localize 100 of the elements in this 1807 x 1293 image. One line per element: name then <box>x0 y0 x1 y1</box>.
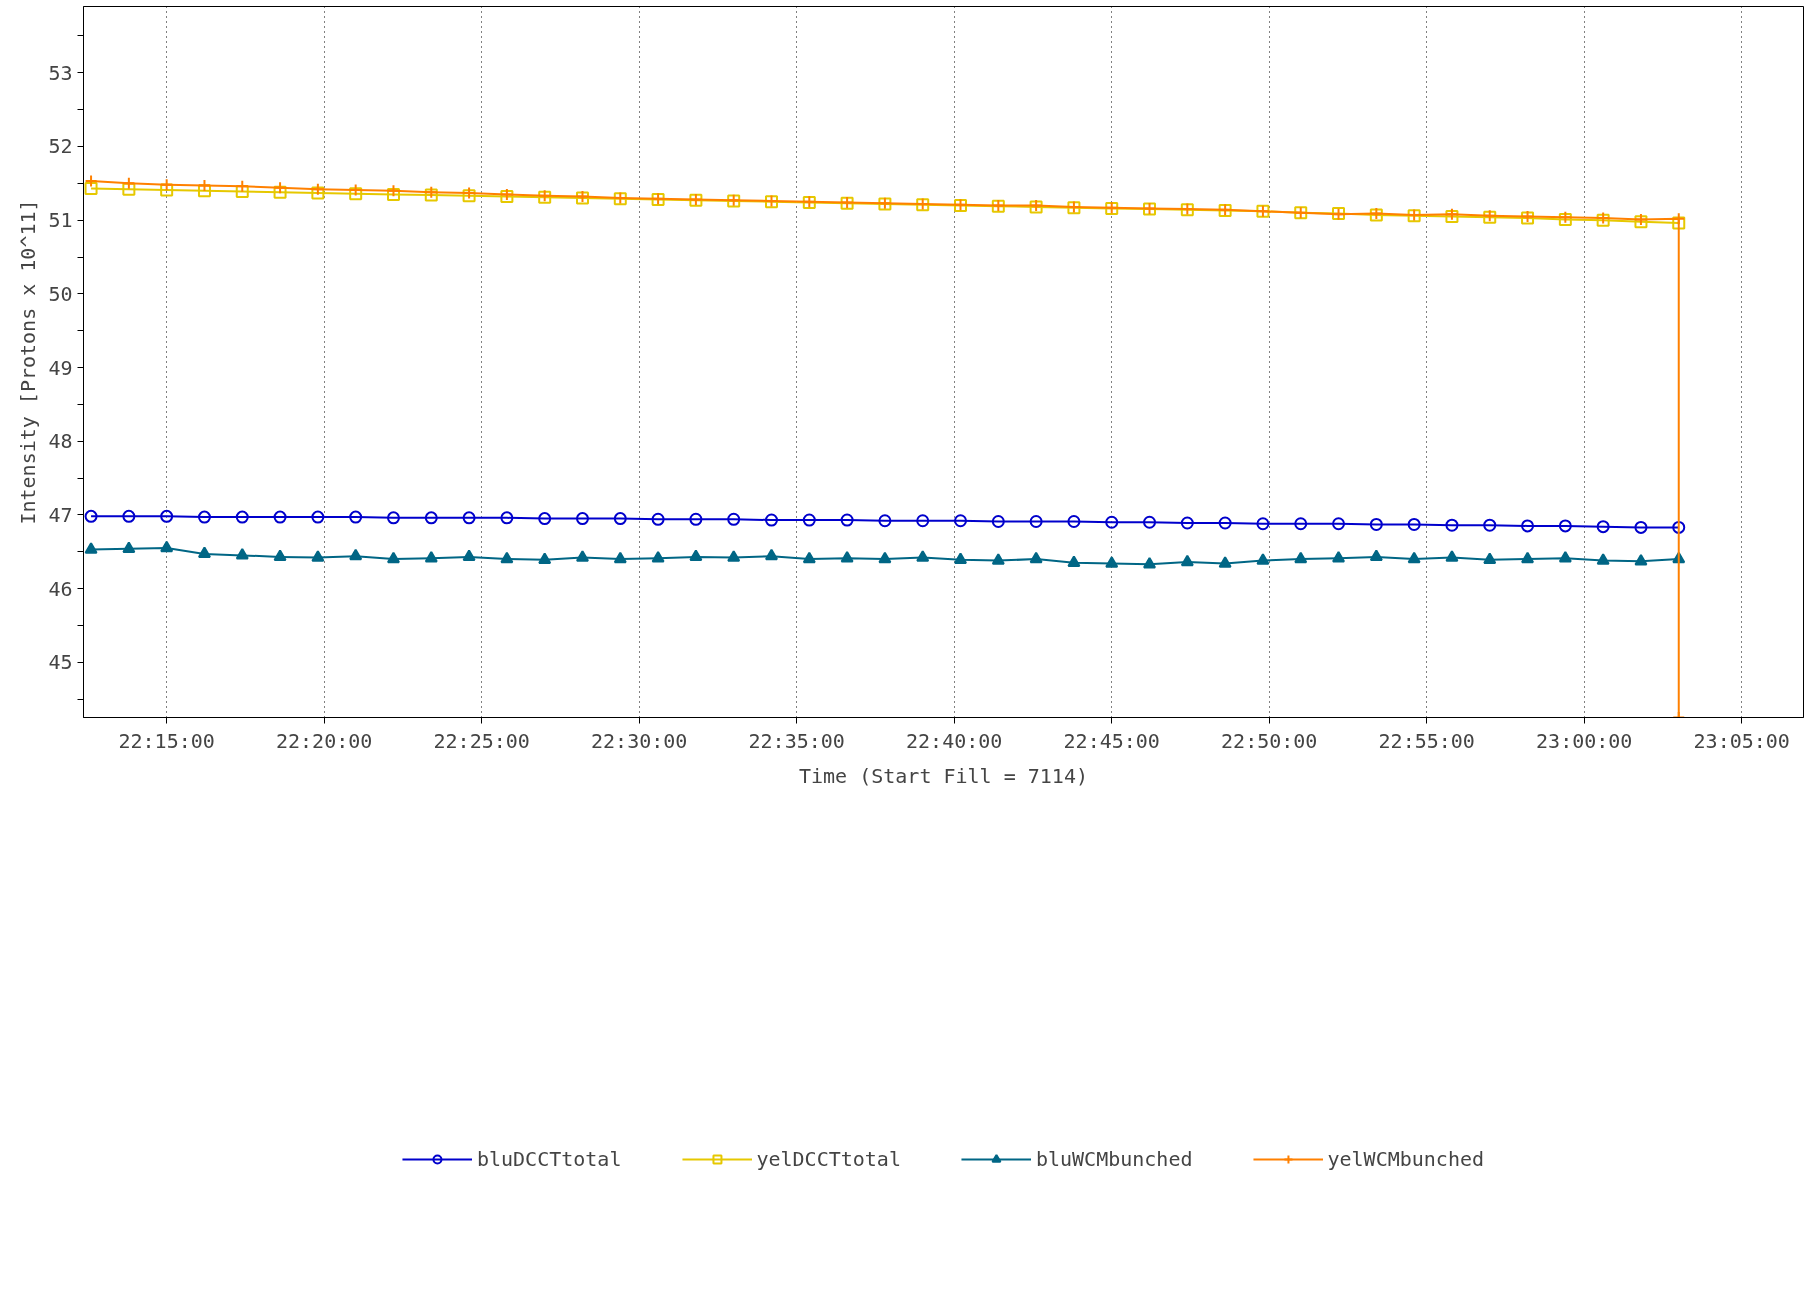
point <box>235 179 249 193</box>
point <box>954 552 968 564</box>
y-tick-label: 50 <box>48 281 73 306</box>
point <box>1483 552 1497 564</box>
point <box>349 548 363 561</box>
point <box>197 179 211 193</box>
point <box>575 512 589 526</box>
point <box>840 513 854 527</box>
legend-label: yelDCCTtotal <box>756 1147 901 1171</box>
point <box>651 551 665 563</box>
point <box>462 511 476 525</box>
point <box>84 174 98 188</box>
y-tick-label: 53 <box>48 60 73 85</box>
x-tick-label: 22:30:00 <box>591 728 688 753</box>
point <box>1558 551 1572 563</box>
y-axis-title: Intensity [Protons x 10^11] <box>16 199 41 525</box>
x-tick-label: 22:35:00 <box>748 728 845 753</box>
point <box>235 510 249 524</box>
point <box>802 551 816 564</box>
point <box>1521 519 1535 533</box>
point <box>1105 556 1119 568</box>
point <box>1596 553 1610 565</box>
point <box>689 549 703 562</box>
point <box>424 551 438 563</box>
point <box>349 187 363 201</box>
x-tick-label: 22:40:00 <box>906 728 1003 753</box>
point <box>1483 518 1497 532</box>
point <box>1029 551 1043 564</box>
point <box>424 511 438 525</box>
point <box>1369 517 1383 531</box>
legend-label: bluDCCTtotal <box>476 1147 622 1171</box>
point <box>765 513 778 527</box>
x-tick-label: 22:45:00 <box>1063 728 1160 753</box>
x-tick-label: 22:15:00 <box>118 728 215 753</box>
y-tick-label: 46 <box>48 576 73 601</box>
point <box>197 184 211 198</box>
point <box>1369 549 1383 562</box>
point <box>991 553 1005 565</box>
point <box>1256 517 1270 531</box>
point <box>1596 520 1610 534</box>
point <box>1634 553 1648 566</box>
point <box>575 550 589 562</box>
point <box>1521 551 1535 564</box>
y-tick-label: 51 <box>48 208 73 233</box>
point <box>1218 516 1232 530</box>
point <box>1634 520 1648 534</box>
point <box>197 546 211 559</box>
legend-label: bluWCMbunched <box>1035 1147 1193 1171</box>
x-tick-label: 22:25:00 <box>433 728 530 753</box>
point <box>84 181 98 195</box>
point <box>1143 515 1157 529</box>
point <box>1332 551 1346 563</box>
x-tick-label: 23:05:00 <box>1693 728 1790 753</box>
point <box>954 514 968 528</box>
point <box>840 551 854 563</box>
point <box>84 509 98 523</box>
point <box>160 540 174 553</box>
x-tick-label: 22:55:00 <box>1378 728 1475 753</box>
point <box>197 510 211 524</box>
point <box>1672 520 1686 534</box>
point <box>1407 517 1421 531</box>
point <box>1332 517 1346 531</box>
point <box>802 513 816 527</box>
point <box>1180 516 1194 530</box>
point <box>160 183 174 197</box>
point <box>273 185 287 199</box>
point <box>765 548 778 561</box>
point <box>689 512 703 526</box>
point <box>500 511 514 525</box>
x-tick-label: 22:50:00 <box>1221 728 1318 753</box>
point <box>311 182 325 196</box>
point <box>235 548 249 560</box>
point <box>1294 551 1308 564</box>
point <box>1180 554 1194 567</box>
point <box>235 184 249 198</box>
point <box>122 182 136 196</box>
point <box>1672 212 1686 226</box>
point <box>1407 551 1421 564</box>
point <box>613 512 627 526</box>
point <box>273 549 287 562</box>
point <box>462 549 476 562</box>
point <box>1445 550 1459 562</box>
point <box>1067 515 1081 528</box>
point <box>122 541 136 553</box>
point <box>1256 553 1270 565</box>
point <box>1067 555 1081 567</box>
point <box>1218 556 1232 568</box>
x-axis-title: Time (Start Fill = 7114) <box>799 763 1088 788</box>
point <box>613 551 627 564</box>
point <box>651 512 665 526</box>
x-tick-label: 23:00:00 <box>1536 728 1633 753</box>
point <box>273 181 287 195</box>
y-tick-label: 49 <box>48 355 73 380</box>
y-tick-label: 48 <box>48 429 73 454</box>
y-tick-label: 52 <box>48 134 73 159</box>
point <box>500 551 514 564</box>
legend-label: yelWCMbunched <box>1327 1147 1485 1171</box>
point <box>386 551 400 564</box>
point <box>160 178 174 192</box>
point <box>84 542 98 554</box>
